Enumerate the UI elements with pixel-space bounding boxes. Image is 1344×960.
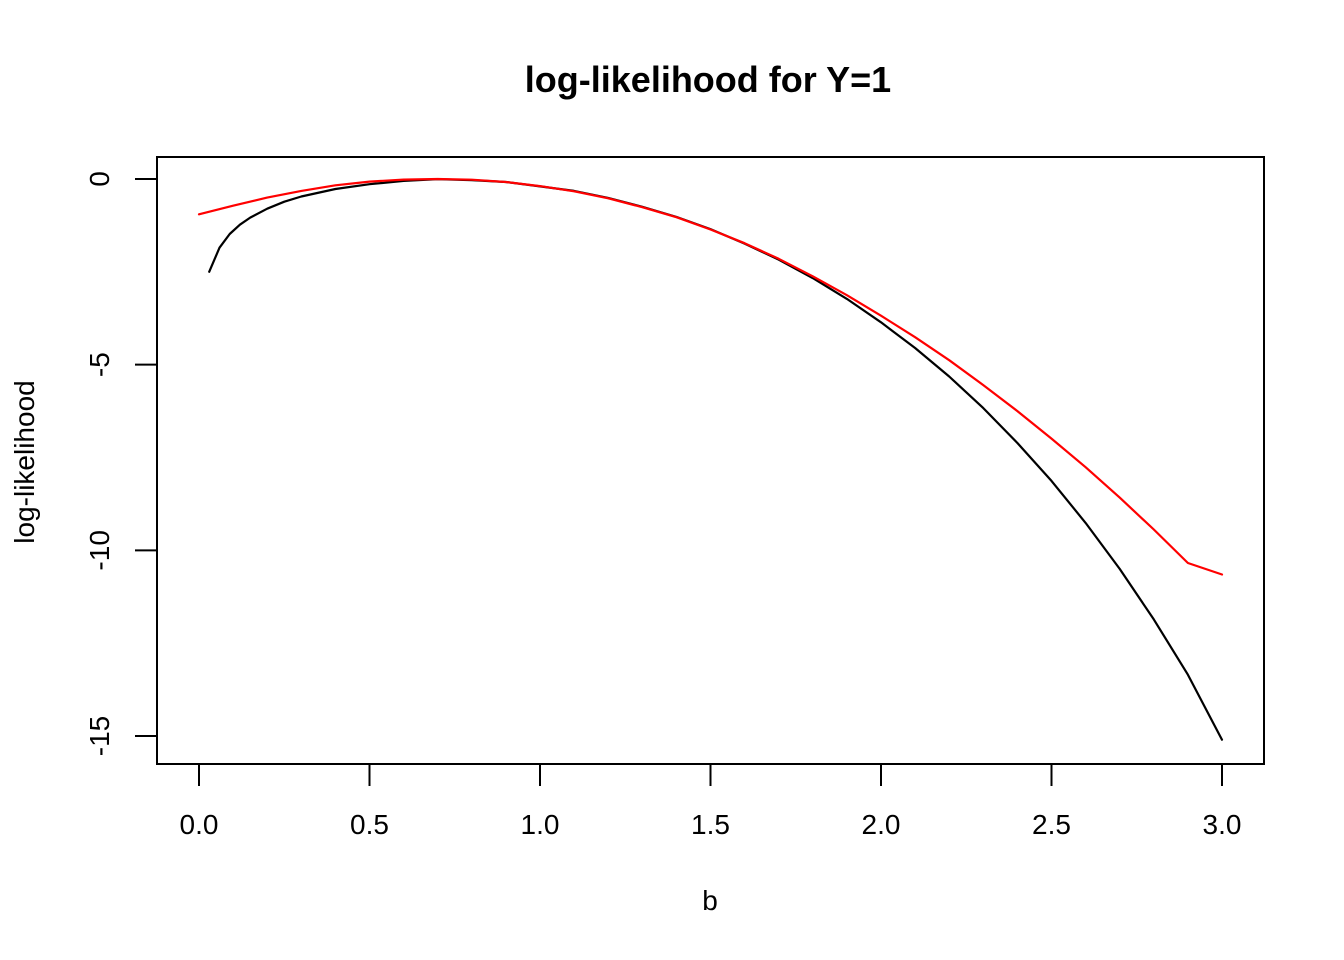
plot-area-box bbox=[156, 156, 1265, 765]
y-tick-label: 0 bbox=[84, 171, 115, 187]
y-tick-label: -10 bbox=[84, 530, 115, 570]
x-tick-label: 2.0 bbox=[862, 809, 901, 840]
series-line-2 bbox=[197, 177, 1224, 576]
x-axis: 0.0 0.5 1.0 1.5 2.0 2.5 3.0 bbox=[180, 763, 1242, 840]
x-tick-label: 1.0 bbox=[521, 809, 560, 840]
x-tick-label: 3.0 bbox=[1203, 809, 1242, 840]
x-tick-label: 0.5 bbox=[350, 809, 389, 840]
series-line-1 bbox=[208, 178, 1224, 741]
x-tick-label: 0.0 bbox=[180, 809, 219, 840]
y-tick-label: -15 bbox=[84, 716, 115, 756]
chart-title: log-likelihood for Y=1 bbox=[525, 59, 891, 100]
y-axis-label: log-likelihood bbox=[9, 380, 40, 543]
series-layer bbox=[197, 177, 1224, 741]
x-tick-label: 2.5 bbox=[1032, 809, 1071, 840]
y-tick-label: -5 bbox=[84, 352, 115, 377]
x-axis-label: b bbox=[702, 885, 718, 916]
x-tick-label: 1.5 bbox=[691, 809, 730, 840]
y-axis: 0 -5 -10 -15 bbox=[84, 171, 158, 756]
